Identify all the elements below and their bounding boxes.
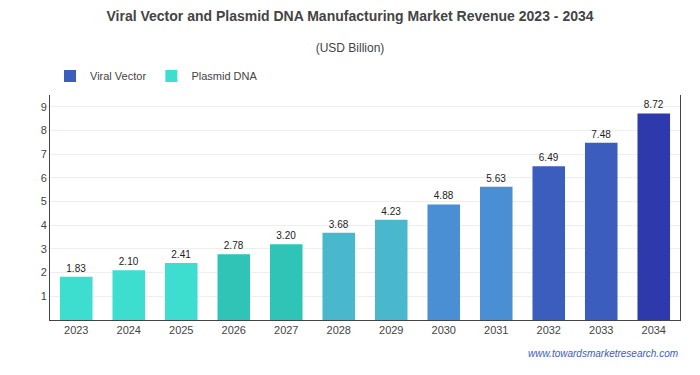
svg-text:4: 4 bbox=[41, 219, 47, 231]
svg-text:2032: 2032 bbox=[537, 324, 561, 336]
svg-text:6: 6 bbox=[41, 172, 47, 184]
svg-text:2023: 2023 bbox=[64, 324, 88, 336]
svg-text:3.68: 3.68 bbox=[329, 219, 349, 230]
svg-text:2.78: 2.78 bbox=[224, 240, 244, 251]
svg-text:2.41: 2.41 bbox=[171, 249, 191, 260]
svg-text:3.20: 3.20 bbox=[276, 230, 296, 241]
svg-text:www.towardsmarketresearch.com: www.towardsmarketresearch.com bbox=[528, 348, 678, 359]
svg-text:5.63: 5.63 bbox=[486, 173, 506, 184]
svg-text:7: 7 bbox=[41, 148, 47, 160]
svg-text:6.49: 6.49 bbox=[539, 152, 559, 163]
svg-text:8: 8 bbox=[41, 124, 47, 136]
svg-text:2: 2 bbox=[41, 266, 47, 278]
svg-text:Plasmid DNA: Plasmid DNA bbox=[191, 70, 257, 82]
svg-text:1.83: 1.83 bbox=[66, 263, 86, 274]
svg-text:2024: 2024 bbox=[117, 324, 141, 336]
svg-text:3: 3 bbox=[41, 243, 47, 255]
svg-text:2028: 2028 bbox=[327, 324, 351, 336]
svg-text:2031: 2031 bbox=[484, 324, 508, 336]
svg-text:2034: 2034 bbox=[642, 324, 666, 336]
svg-text:2027: 2027 bbox=[274, 324, 298, 336]
svg-text:2029: 2029 bbox=[379, 324, 403, 336]
svg-text:9: 9 bbox=[41, 101, 47, 113]
svg-text:2030: 2030 bbox=[432, 324, 456, 336]
svg-text:(USD Billion): (USD Billion) bbox=[316, 41, 385, 55]
svg-text:5: 5 bbox=[41, 195, 47, 207]
svg-text:2.10: 2.10 bbox=[119, 256, 139, 267]
svg-text:4.88: 4.88 bbox=[434, 190, 454, 201]
svg-text:2025: 2025 bbox=[169, 324, 193, 336]
svg-text:2026: 2026 bbox=[222, 324, 246, 336]
svg-text:2033: 2033 bbox=[589, 324, 613, 336]
svg-text:7.48: 7.48 bbox=[591, 129, 611, 140]
svg-text:Viral Vector and Plasmid DNA M: Viral Vector and Plasmid DNA Manufacturi… bbox=[106, 8, 593, 24]
svg-text:4.23: 4.23 bbox=[381, 206, 401, 217]
svg-text:8.72: 8.72 bbox=[644, 99, 664, 110]
svg-text:Viral Vector: Viral Vector bbox=[90, 70, 146, 82]
svg-text:1: 1 bbox=[41, 290, 47, 302]
